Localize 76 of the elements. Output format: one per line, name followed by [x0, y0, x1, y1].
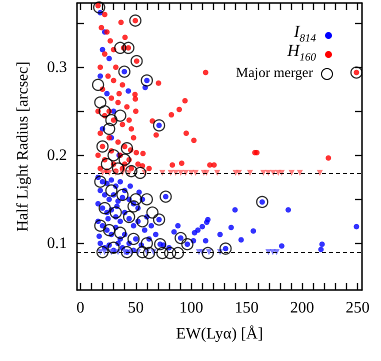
point: [94, 220, 106, 232]
point: [316, 170, 323, 176]
x-tick-label: 0: [76, 300, 84, 316]
point: [110, 206, 122, 219]
x-tick-label: 250: [346, 300, 370, 316]
point: [146, 206, 159, 219]
point: [172, 246, 184, 260]
point: [127, 200, 140, 213]
point: [142, 246, 156, 260]
point: [160, 190, 172, 203]
y-axis-title: Half Light Radius [arcsec]: [14, 61, 32, 232]
point: [164, 246, 176, 260]
point: [96, 246, 109, 258]
point: [98, 202, 111, 214]
point: [105, 114, 118, 126]
point: [122, 210, 136, 224]
point: [134, 166, 146, 180]
point: [130, 193, 142, 206]
point: [94, 176, 106, 188]
point: [125, 165, 138, 178]
point: [246, 170, 253, 176]
point: [93, 1, 106, 14]
point: [181, 238, 194, 250]
point: [94, 96, 106, 109]
point: [182, 170, 189, 176]
point: [114, 42, 126, 54]
point: [174, 232, 187, 244]
point: [107, 242, 120, 254]
point: [107, 149, 120, 162]
point: [96, 140, 109, 153]
x-tick-label: 50: [128, 300, 144, 316]
point: [105, 184, 118, 197]
point: [130, 54, 143, 68]
point: [156, 246, 169, 260]
point: [140, 237, 154, 250]
point: [112, 162, 124, 175]
point: [204, 170, 210, 176]
point: [256, 196, 268, 208]
point: [140, 193, 154, 206]
y-tick-label: 0.2: [47, 146, 67, 164]
x-tick-label: 150: [234, 300, 259, 316]
legend-label: Major merger: [236, 65, 313, 82]
point: [118, 154, 131, 166]
point: [219, 242, 232, 255]
point: [100, 158, 114, 170]
y-tick-label: 0.3: [47, 58, 67, 76]
point: [120, 246, 134, 258]
point: [136, 246, 149, 258]
point: [136, 215, 149, 228]
point: [114, 226, 126, 239]
point: [154, 238, 166, 250]
point: [350, 66, 363, 79]
point: [129, 14, 142, 27]
point: [296, 170, 303, 176]
point: [152, 119, 166, 132]
point: [127, 232, 140, 246]
point: [140, 74, 154, 87]
x-tick-label: 100: [179, 300, 204, 316]
point: [100, 170, 106, 176]
point: [116, 188, 129, 202]
x-tick-label: 200: [290, 300, 314, 316]
point: [118, 66, 130, 78]
x-axis-title: EW(Lyα) [Å]: [176, 324, 264, 342]
point: [152, 213, 166, 226]
point: [98, 105, 111, 118]
point: [120, 142, 134, 154]
point: [274, 249, 280, 256]
point: [202, 246, 214, 260]
point: [103, 122, 116, 136]
y-tick-label: 0.1: [47, 234, 67, 252]
point: [114, 110, 126, 122]
point: [122, 42, 134, 54]
point: [103, 224, 116, 236]
point: [260, 170, 266, 176]
point: [92, 78, 104, 92]
point: [178, 170, 184, 176]
